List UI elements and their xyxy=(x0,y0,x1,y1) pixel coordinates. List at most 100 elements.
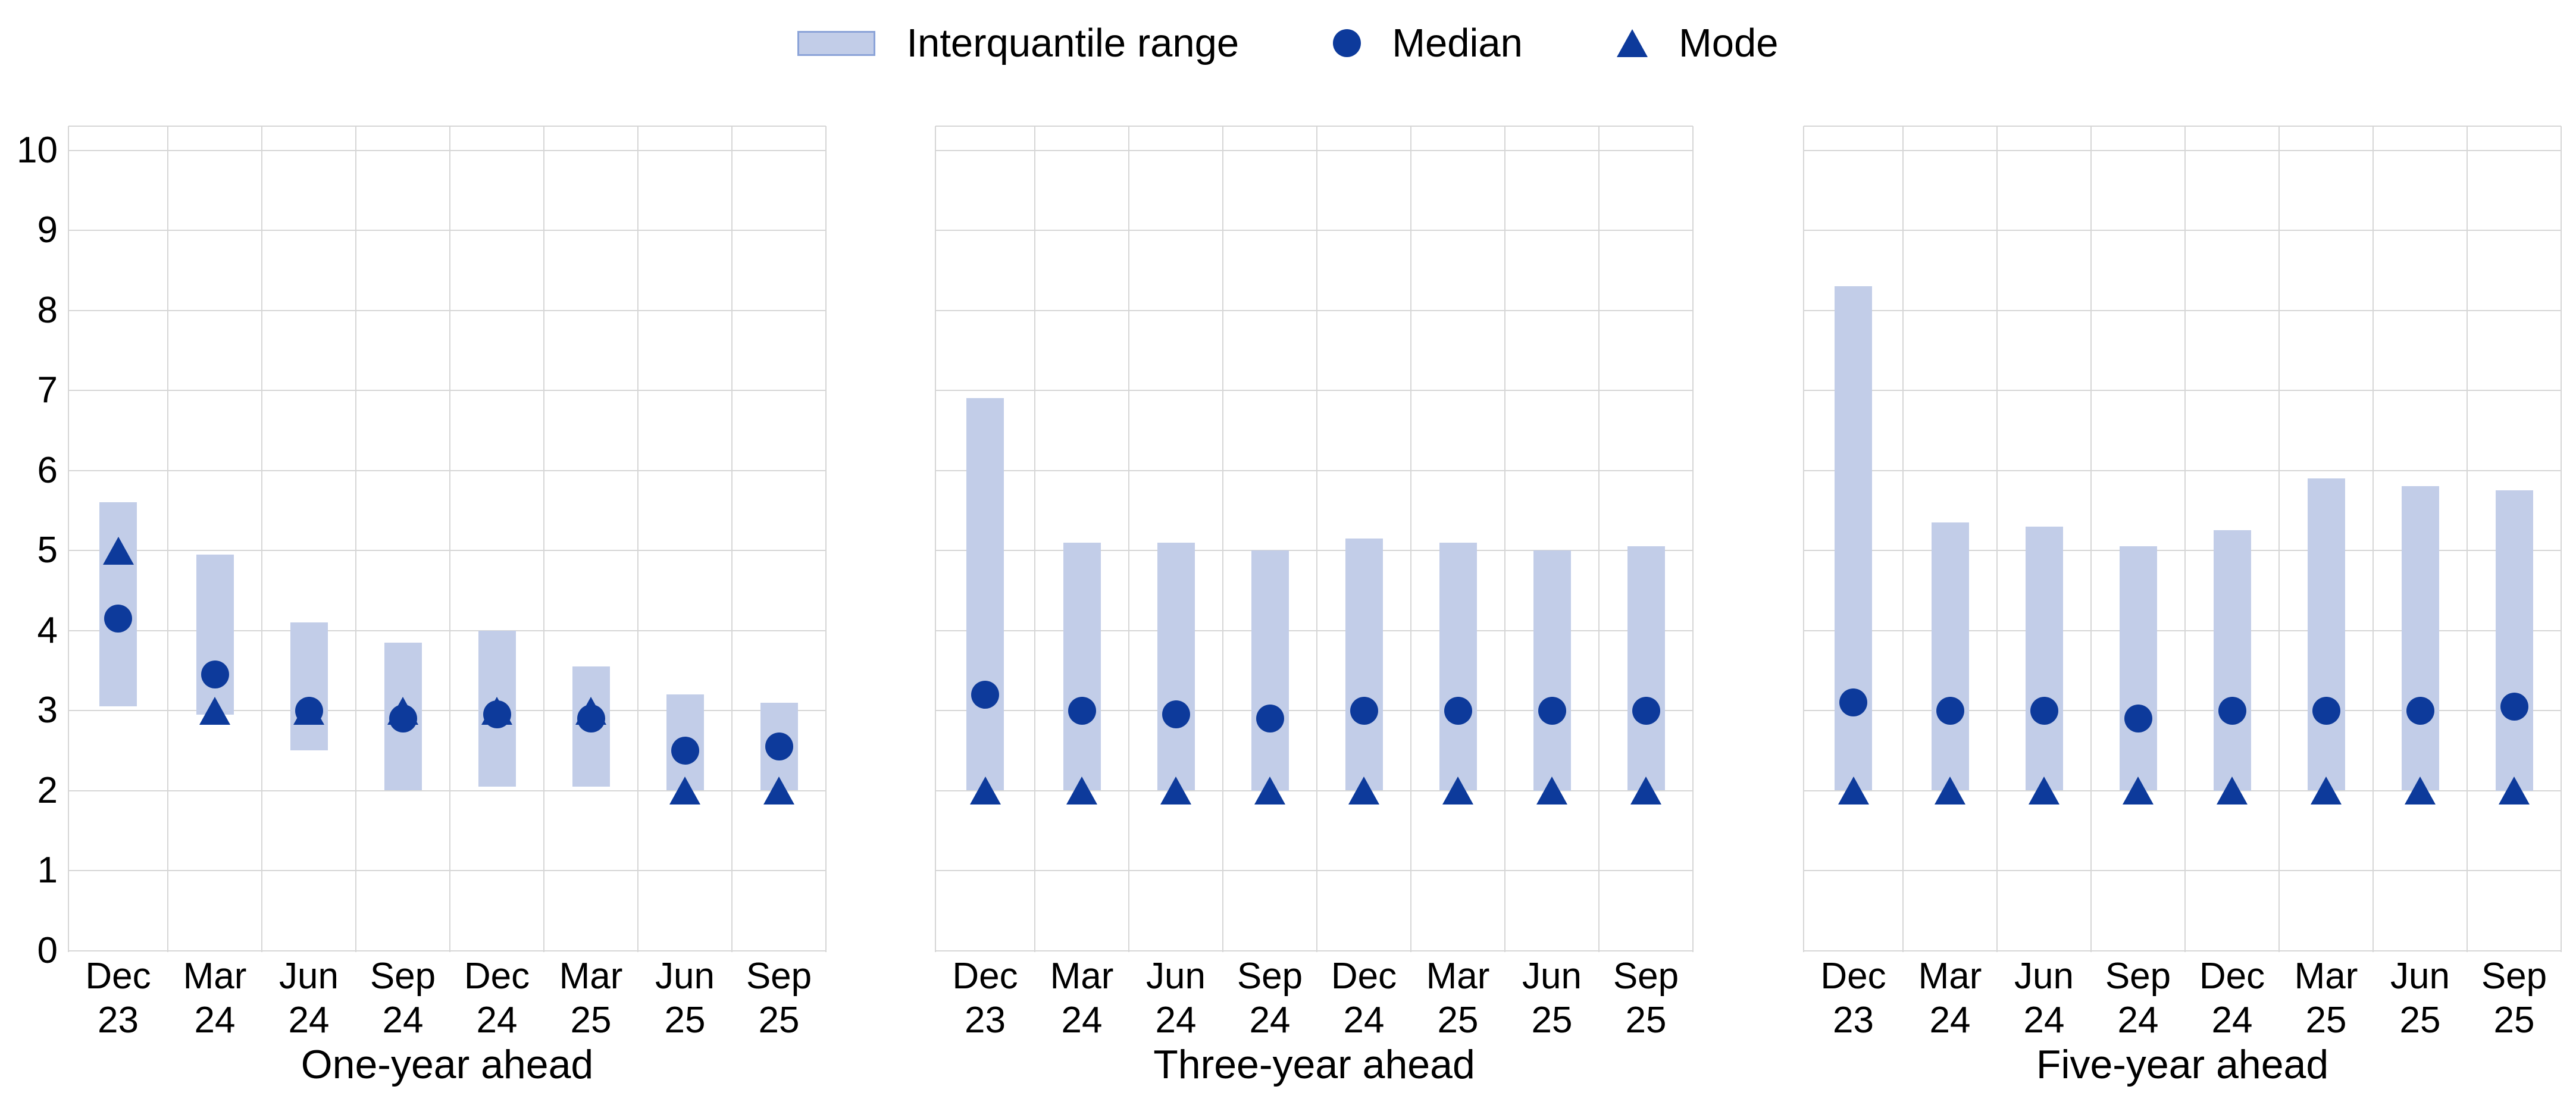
y-tick-label: 6 xyxy=(37,449,58,491)
median-marker xyxy=(1936,696,1964,725)
y-tick-label: 0 xyxy=(37,929,58,971)
gridline-v xyxy=(1316,126,1317,952)
gridline-h xyxy=(68,870,826,871)
x-tick-line: Mar xyxy=(2294,956,2358,997)
x-tick-line: Dec xyxy=(952,956,1018,997)
mode-triangle-icon xyxy=(1616,29,1648,57)
iqr-bar xyxy=(1931,522,1969,791)
x-tick-line: 23 xyxy=(965,1000,1006,1041)
x-tick-line: Mar xyxy=(183,956,247,997)
median-marker xyxy=(2030,696,2058,725)
median-marker xyxy=(2500,692,2528,721)
median-marker xyxy=(577,704,605,733)
x-tick-line: 24 xyxy=(1061,1000,1103,1041)
mode-marker xyxy=(1066,777,1097,805)
x-tick-line: 25 xyxy=(1531,1000,1573,1041)
x-tick-line: 24 xyxy=(1249,1000,1291,1041)
x-tick-line: 25 xyxy=(758,1000,800,1041)
gridline-h xyxy=(68,230,826,231)
median-marker xyxy=(2218,696,2246,725)
gridline-h xyxy=(935,390,1693,391)
y-tick-label: 7 xyxy=(37,370,58,411)
gridline-v xyxy=(1504,126,1505,952)
mode-marker xyxy=(1160,777,1191,805)
mode-marker xyxy=(199,696,230,725)
median-marker xyxy=(1839,688,1867,717)
x-tick-line: 25 xyxy=(2493,1000,2535,1041)
x-tick-line: 23 xyxy=(1833,1000,1874,1041)
gridline-v xyxy=(1902,126,1904,952)
median-marker xyxy=(1444,696,1472,725)
x-tick-line: Sep xyxy=(370,956,436,997)
x-tick-line: Jun xyxy=(279,956,339,997)
gridline-v xyxy=(2090,126,2092,952)
mode-marker xyxy=(2499,777,2530,805)
x-tick-label: Dec 24 xyxy=(2167,954,2298,1043)
iqr-bar xyxy=(2119,546,2157,791)
gridline-h xyxy=(1804,790,2561,791)
x-tick-label: Mar 25 xyxy=(1392,954,1523,1043)
x-tick-label: Sep 24 xyxy=(337,954,468,1043)
mode-marker xyxy=(2029,777,2059,805)
gridline-h xyxy=(68,550,826,551)
x-tick-label: Sep 25 xyxy=(1580,954,1711,1043)
x-axis-title: Three-year ahead xyxy=(1153,1042,1475,1087)
gridline-v xyxy=(1598,126,1600,952)
x-tick-line: 24 xyxy=(1155,1000,1197,1041)
x-tick-line: Sep xyxy=(1237,956,1303,997)
gridline-h xyxy=(935,870,1693,871)
x-tick-label: Mar 25 xyxy=(2261,954,2392,1043)
panel-top-spine xyxy=(68,126,826,127)
legend-item-median: Median xyxy=(1333,20,1523,66)
iqr-bar xyxy=(2307,478,2345,791)
x-tick-label: Mar 25 xyxy=(525,954,656,1043)
median-marker xyxy=(1350,696,1378,725)
x-tick-line: 25 xyxy=(2305,1000,2347,1041)
median-marker xyxy=(295,696,323,725)
mode-marker xyxy=(969,777,1001,805)
x-tick-label: Jun 24 xyxy=(243,954,374,1043)
median-marker xyxy=(671,736,699,765)
x-tick-line: Jun xyxy=(2014,956,2074,997)
gridline-h xyxy=(935,149,1693,151)
gridline-h xyxy=(1804,870,2561,871)
gridline-h xyxy=(935,550,1693,551)
gridline-v xyxy=(2561,126,2562,952)
interquantile-range-swatch-icon xyxy=(797,30,876,56)
mode-marker xyxy=(1536,777,1567,805)
legend-item-interquantile-range: Interquantile range xyxy=(797,20,1239,66)
x-tick-label: Jun 25 xyxy=(619,954,750,1043)
mode-marker xyxy=(1630,777,1661,805)
iqr-bar xyxy=(1439,542,1477,791)
mode-marker xyxy=(1442,777,1473,805)
mode-marker xyxy=(1254,777,1285,805)
gridline-h xyxy=(1804,230,2561,231)
x-axis-spine xyxy=(935,950,1693,951)
x-tick-line: Mar xyxy=(559,956,623,997)
gridline-v xyxy=(1692,126,1694,952)
gridline-v xyxy=(261,126,262,952)
y-tick-label: 10 xyxy=(17,129,58,171)
x-tick-line: Dec xyxy=(85,956,151,997)
x-tick-label: Sep 25 xyxy=(2449,954,2576,1043)
median-marker xyxy=(389,704,417,733)
y-tick-label: 1 xyxy=(37,850,58,891)
iqr-bar xyxy=(1533,550,1571,791)
gridline-h xyxy=(68,390,826,391)
median-marker xyxy=(1256,704,1284,733)
y-tick-label: 5 xyxy=(37,530,58,571)
x-tick-line: 24 xyxy=(288,1000,330,1041)
y-tick-label: 2 xyxy=(37,769,58,811)
x-tick-line: 24 xyxy=(194,1000,236,1041)
gridline-h xyxy=(68,309,826,311)
x-tick-line: Jun xyxy=(2390,956,2450,997)
mode-marker xyxy=(669,777,700,805)
median-marker xyxy=(483,700,511,729)
x-tick-label: Mar 24 xyxy=(1016,954,1147,1043)
panel-top-spine xyxy=(1804,126,2561,127)
gridline-h xyxy=(1804,390,2561,391)
x-tick-label: Dec 24 xyxy=(431,954,562,1043)
median-marker xyxy=(1538,696,1566,725)
legend-item-mode: Mode xyxy=(1616,20,1779,66)
